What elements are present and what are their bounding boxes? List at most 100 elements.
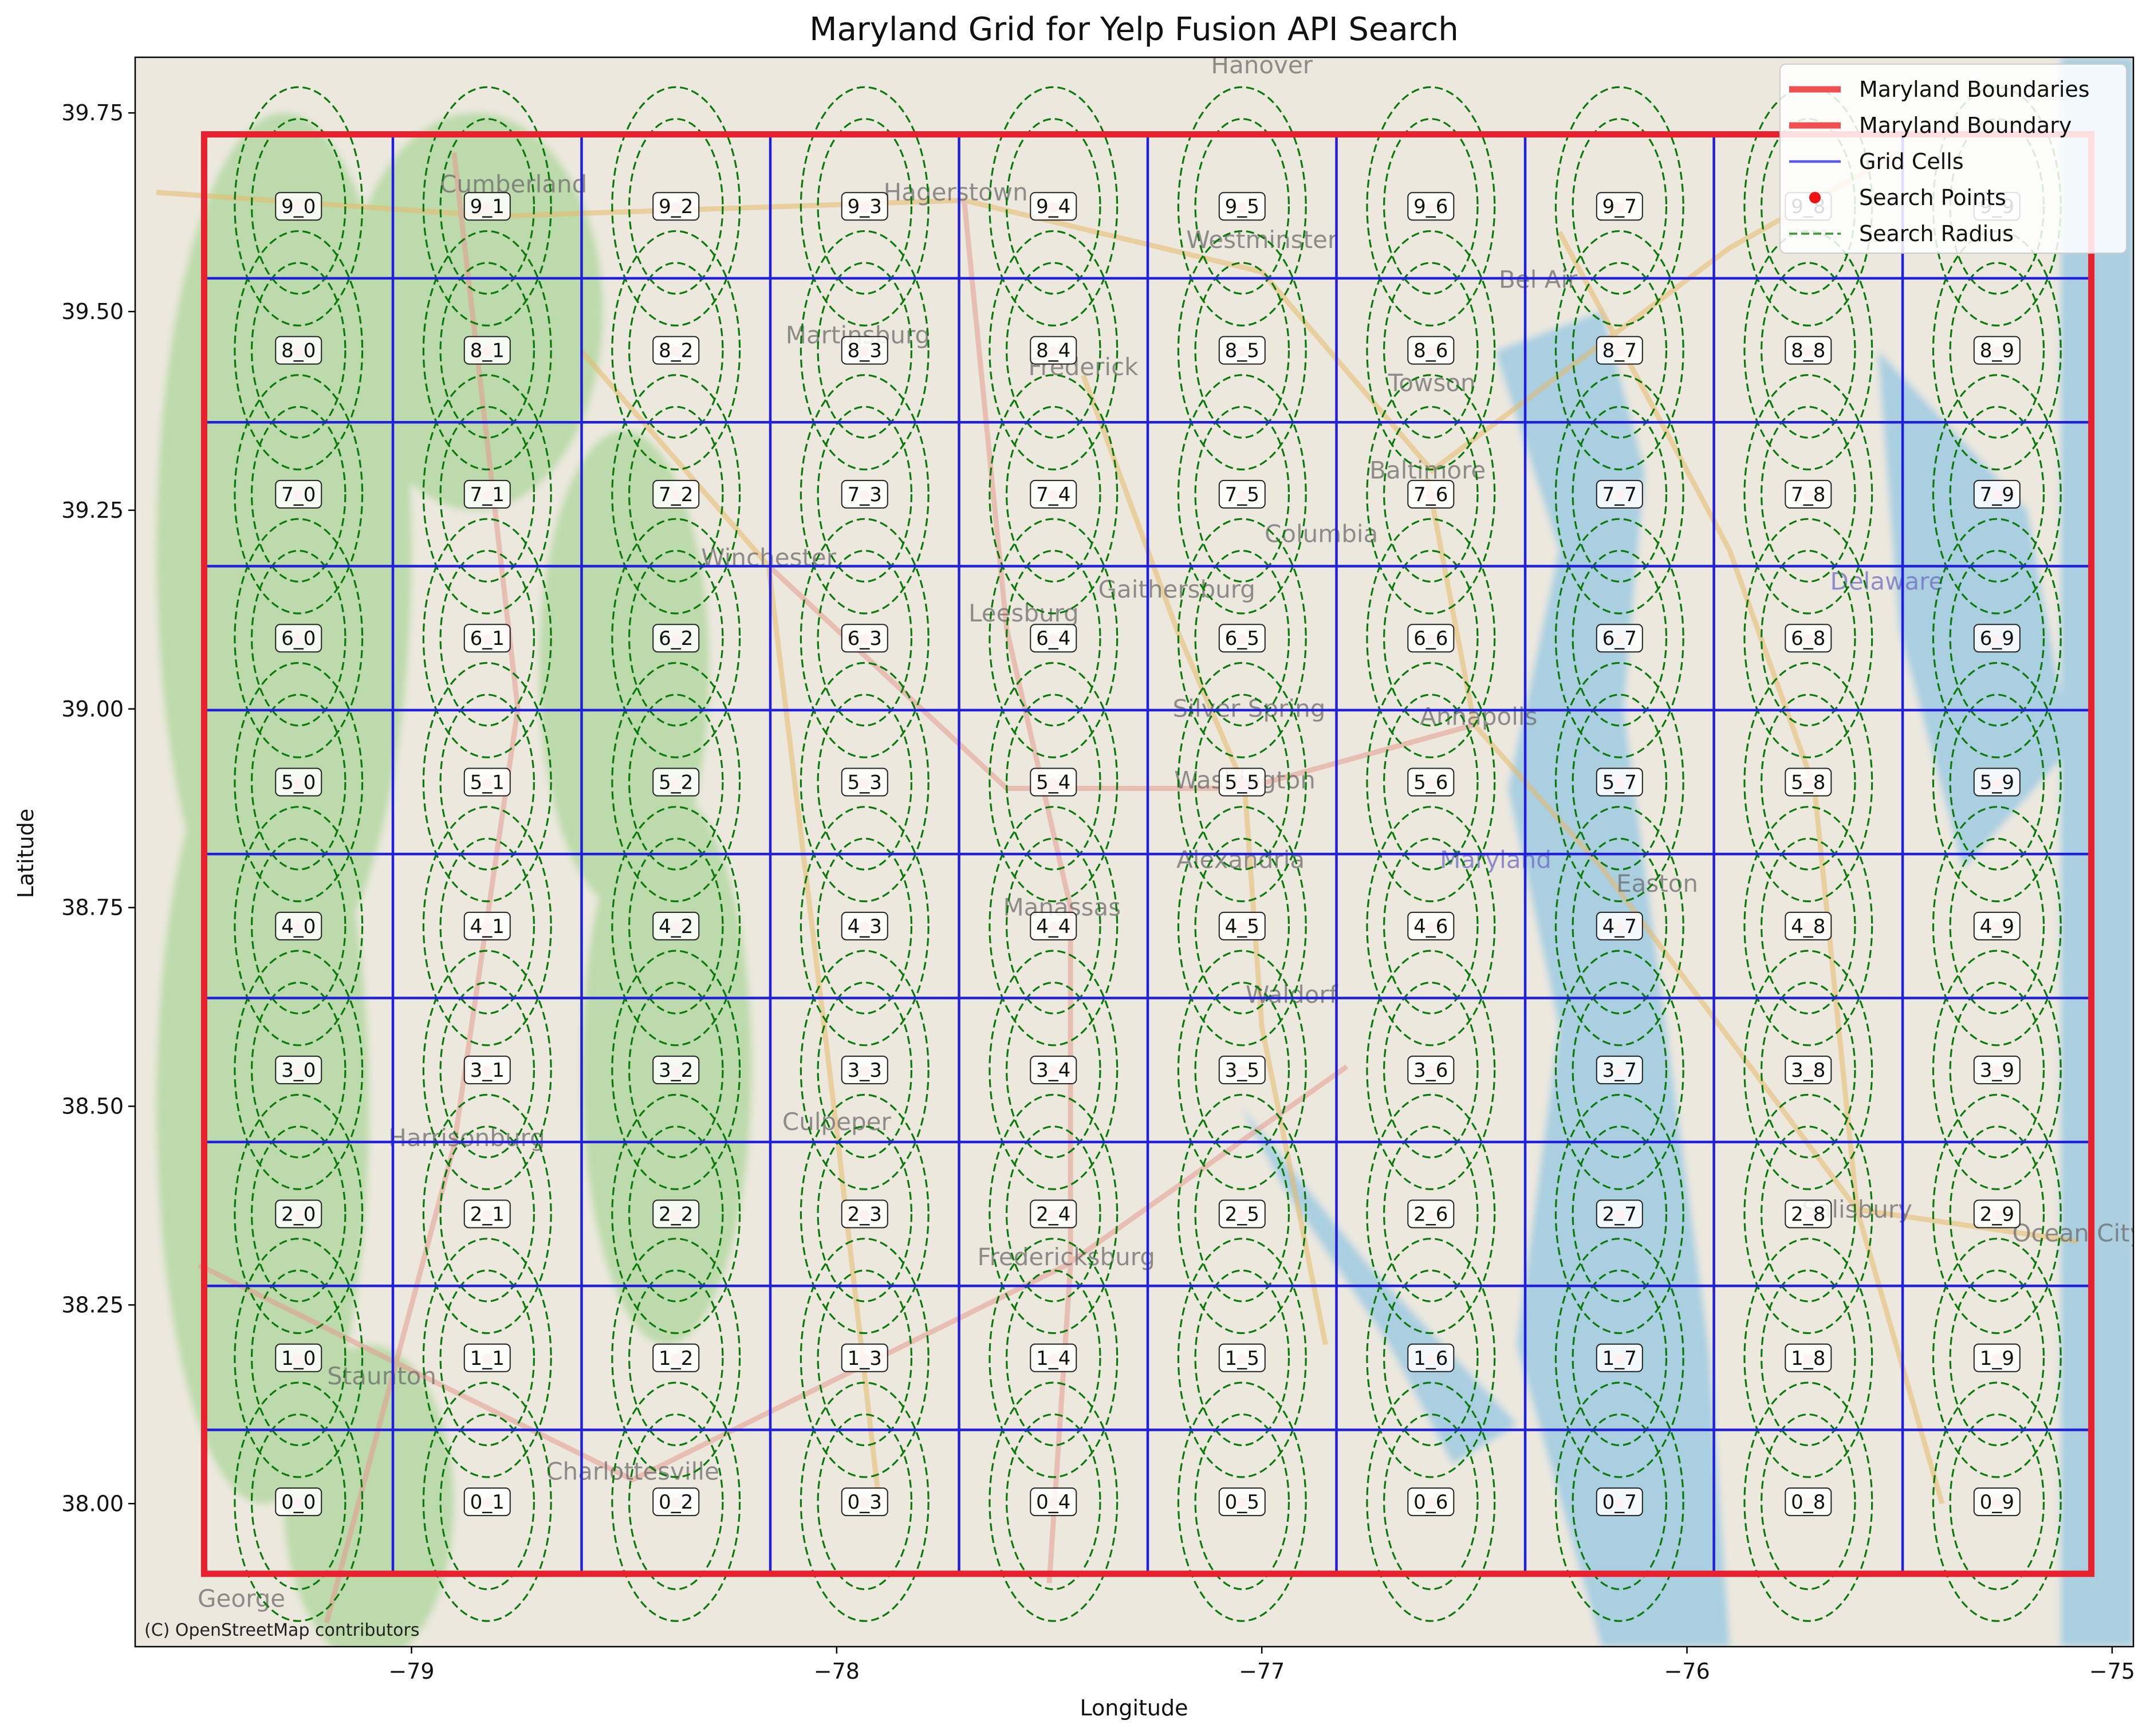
- cell-label-box: [1030, 767, 1077, 797]
- search-radius-circle: [1194, 694, 1290, 871]
- search-radius-circle: [234, 806, 364, 1046]
- cell-label-box: [1596, 192, 1643, 221]
- y-axis-ticks: 38.00 38.25 38.50 38.75 39.00 39.25 39.50 39.75: [61, 100, 135, 1516]
- search-radius-circle: [1949, 1269, 2045, 1447]
- search-radius-circle: [1554, 1238, 1684, 1478]
- cell-label-box: [463, 192, 511, 221]
- cell-label-2-0: 2_0: [275, 1199, 322, 1229]
- cell-label-box: [1407, 192, 1455, 221]
- cell-label-7-2: 7_2: [652, 479, 700, 509]
- search-radius-circle: [1554, 230, 1684, 471]
- search-radius-circle: [1743, 374, 1873, 615]
- search-radius-circle: [1949, 549, 2045, 727]
- cell-label-3-4: 3_4: [1030, 1056, 1077, 1085]
- cell-label-box: [463, 767, 511, 797]
- search-radius-circle: [422, 86, 552, 326]
- cell-label-text: 2_7: [1602, 1203, 1637, 1226]
- cell-label-text: 6_2: [659, 627, 693, 650]
- cell-label-box: [652, 624, 700, 653]
- cell-label-box: [1407, 767, 1455, 797]
- cell-label-7-5: 7_5: [1218, 479, 1266, 509]
- search-radius-circle: [234, 374, 364, 615]
- chart-title: Maryland Grid for Yelp Fusion API Search: [809, 11, 1458, 48]
- cell-label-text: 7_5: [1225, 483, 1259, 506]
- atlantic-ocean: [2061, 57, 2133, 1647]
- maryland-boundary: [200, 131, 2095, 1577]
- delaware-bay: [1878, 351, 2070, 868]
- search-radius-circle: [1949, 262, 2045, 439]
- search-radius-circle: [1177, 950, 1307, 1190]
- cell-label-4-8: 4_8: [1785, 911, 1832, 940]
- cell-label-text: 6_3: [848, 627, 882, 650]
- cell-label-text: 3_8: [1791, 1059, 1825, 1082]
- search-radius-circle: [611, 1381, 741, 1622]
- search-radius-circle: [989, 1238, 1119, 1478]
- x-tick-label: −75: [2089, 1659, 2135, 1684]
- cell-label-7-1: 7_1: [463, 479, 511, 509]
- cell-label-box: [1407, 624, 1455, 653]
- legend-item: Maryland Boundary: [1789, 113, 2072, 138]
- cell-label-text: 7_8: [1791, 483, 1825, 506]
- cell-label-text: 3_2: [659, 1059, 693, 1082]
- cell-label-1-3: 1_3: [841, 1343, 888, 1372]
- search-radius-circle: [1572, 694, 1668, 871]
- search-radius-circle: [250, 1269, 346, 1447]
- search-radius-circle: [989, 230, 1119, 471]
- cell-label-6-7: 6_7: [1596, 624, 1643, 653]
- cell-label-3-2: 3_2: [652, 1056, 700, 1085]
- cell-label-box: [1030, 1199, 1077, 1229]
- cell-label-1-2: 1_2: [652, 1343, 700, 1372]
- road: [767, 564, 1475, 791]
- cell-label-box: [1596, 1056, 1643, 1085]
- cell-label-1-9: 1_9: [1973, 1343, 2021, 1372]
- search-radius-circle: [628, 406, 724, 583]
- road: [198, 1064, 1349, 1483]
- cell-label-text: 1_2: [659, 1347, 693, 1370]
- search-radius-circle: [234, 1238, 364, 1478]
- search-radius-circle: [439, 1413, 535, 1591]
- cell-label-text: 0_9: [1980, 1491, 2014, 1514]
- search-radius-circle: [250, 1125, 346, 1302]
- cell-label-2-3: 2_3: [841, 1199, 888, 1229]
- place-label: Hanover: [1211, 51, 1313, 79]
- cell-label-text: 9_2: [659, 195, 693, 218]
- legend-box: [1779, 64, 2127, 254]
- search-radius-circle: [439, 981, 535, 1159]
- search-radius-circle: [1761, 406, 1856, 583]
- cell-label-2-1: 2_1: [463, 1199, 511, 1229]
- search-radius-circle: [439, 549, 535, 727]
- search-radius-circle: [1383, 1269, 1479, 1447]
- search-radius-circle: [989, 374, 1119, 615]
- cell-label-text: 7_9: [1980, 483, 2014, 506]
- cell-label-box: [463, 1487, 511, 1517]
- cell-label-text: 1_9: [1980, 1347, 2014, 1370]
- search-radius-circle: [817, 1269, 913, 1447]
- cell-label-box: [1407, 1056, 1455, 1085]
- search-radius-circle: [800, 230, 930, 471]
- water-areas: [1176, 57, 2133, 1647]
- search-radius-circle: [1177, 1238, 1307, 1478]
- cell-label-4-2: 4_2: [652, 911, 700, 940]
- y-tick-label: 39.00: [61, 696, 124, 722]
- cell-label-9-4: 9_4: [1030, 192, 1077, 221]
- cell-label-text: 3_1: [470, 1059, 505, 1082]
- search-radius-circle: [439, 694, 535, 871]
- cell-label-box: [1218, 1487, 1266, 1517]
- search-radius-circle: [628, 262, 724, 439]
- cell-label-9-5: 9_5: [1218, 192, 1266, 221]
- cell-label-box: [1218, 767, 1266, 797]
- cell-label-text: 7_4: [1036, 483, 1070, 506]
- cell-label-box: [652, 1487, 700, 1517]
- cell-label-5-1: 5_1: [463, 767, 511, 797]
- cell-label-box: [463, 1343, 511, 1372]
- cell-label-box: [275, 911, 322, 940]
- search-radius-circle: [611, 806, 741, 1046]
- cell-label-text: 3_5: [1225, 1059, 1259, 1082]
- cell-label-box: [1030, 624, 1077, 653]
- place-label: Delaware: [1830, 568, 1944, 596]
- y-tick-label: 38.75: [61, 895, 124, 920]
- y-tick-label: 38.25: [61, 1292, 124, 1317]
- cell-label-box: [1785, 1056, 1832, 1085]
- search-radius-circle: [1572, 262, 1668, 439]
- cell-label-1-1: 1_1: [463, 1343, 511, 1372]
